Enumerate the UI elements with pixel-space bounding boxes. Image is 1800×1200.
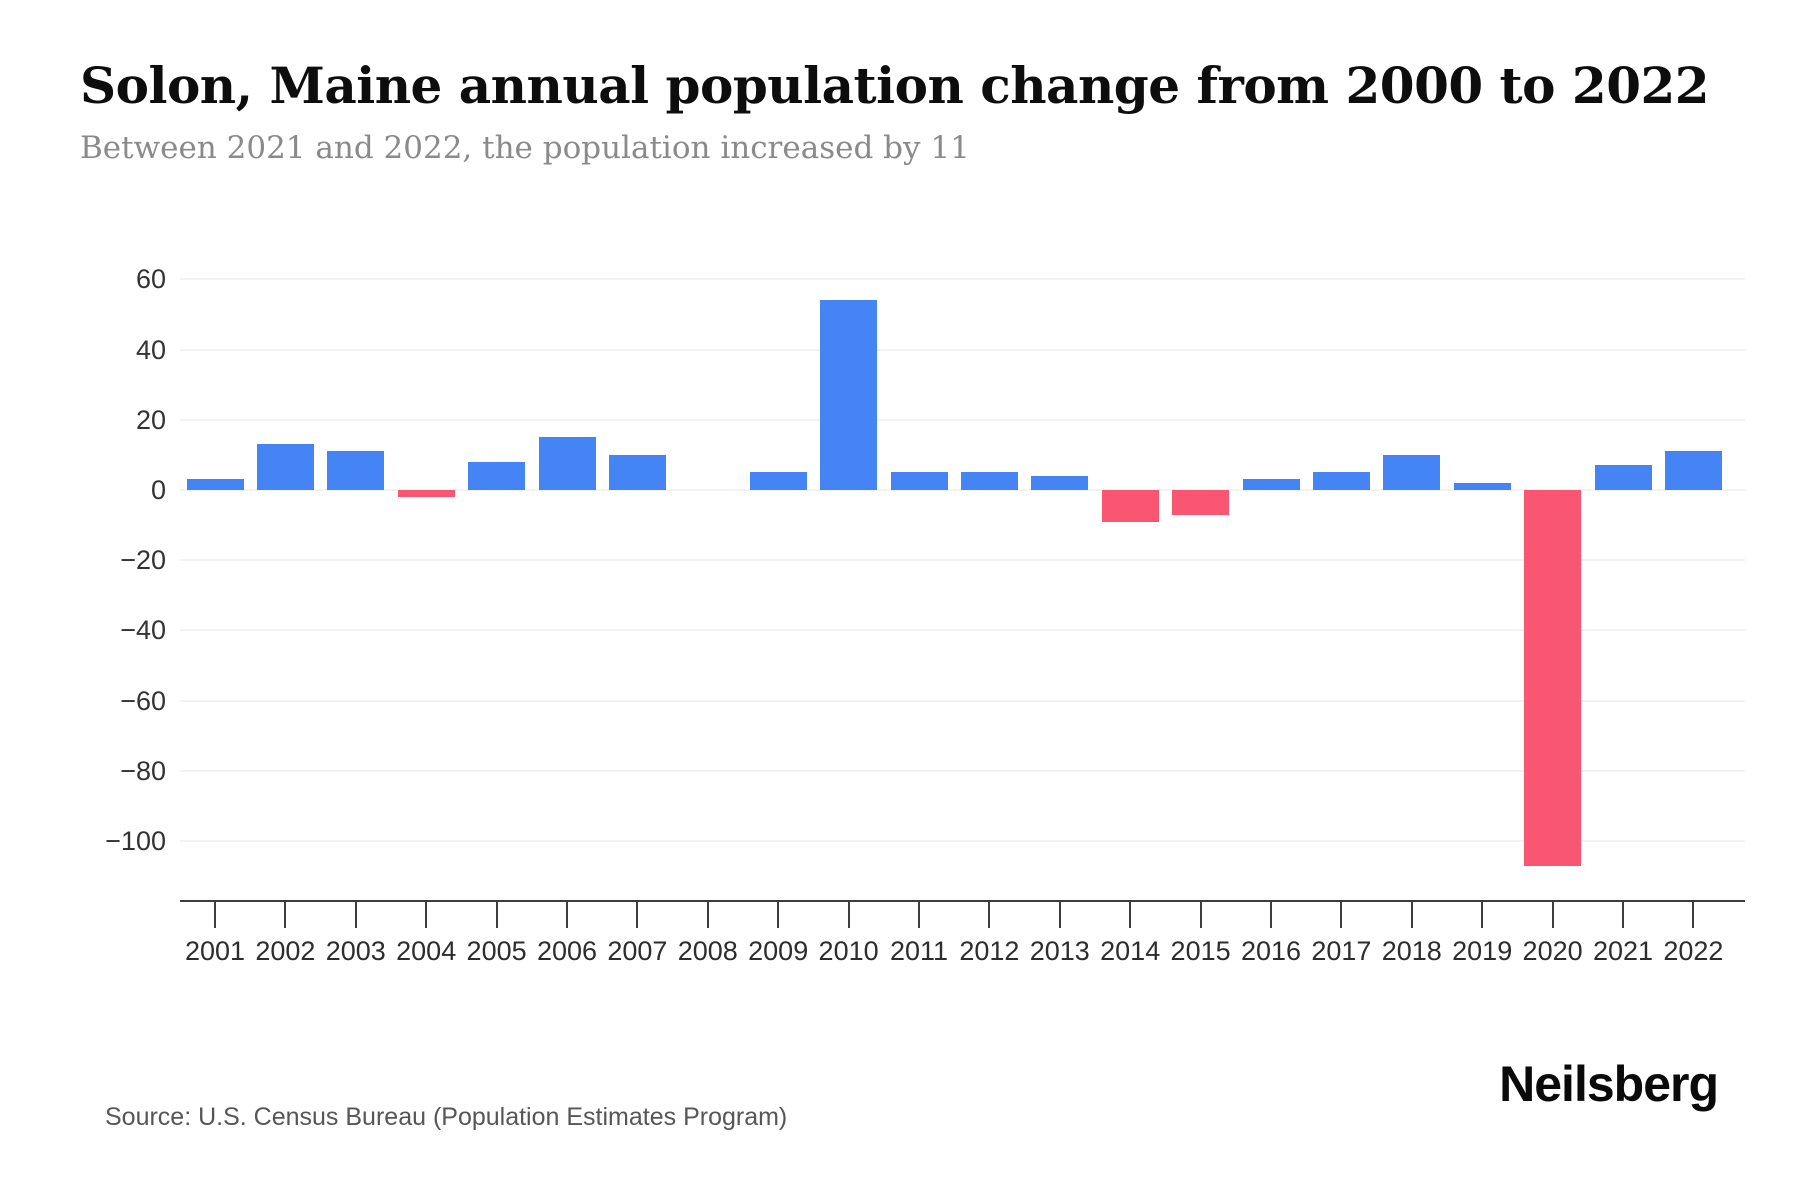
gridline: [180, 840, 1745, 842]
x-tick: [495, 900, 498, 928]
bar-2016[interactable]: [1242, 479, 1300, 490]
bar-2013[interactable]: [1031, 475, 1089, 490]
bar-2022[interactable]: [1664, 451, 1722, 490]
x-tick-label: 2020: [1522, 936, 1583, 966]
x-tick-label: 2007: [607, 936, 668, 966]
x-tick: [566, 900, 568, 928]
x-tick: [1340, 900, 1343, 928]
x-tick: [918, 900, 920, 928]
x-tick-label: 2001: [184, 936, 246, 966]
bar-2015[interactable]: [1172, 490, 1230, 515]
gridline: [180, 489, 1745, 491]
y-tick-label: −100: [105, 826, 166, 856]
x-tick-label: 2005: [466, 936, 527, 966]
x-tick-label: 2012: [959, 936, 1020, 966]
source-note: Source: U.S. Census Bureau (Population E…: [105, 1103, 788, 1131]
bar-2002[interactable]: [256, 444, 314, 490]
bar-2007[interactable]: [608, 454, 666, 490]
bar-2020[interactable]: [1524, 490, 1582, 866]
gridline: [180, 769, 1745, 772]
x-tick-label: 2019: [1452, 936, 1513, 966]
x-tick: [847, 900, 850, 928]
x-tick-label: 2006: [536, 936, 598, 966]
bar-2006[interactable]: [538, 437, 596, 490]
x-tick: [1270, 900, 1272, 928]
x-tick: [1129, 900, 1132, 928]
gridline: [180, 348, 1745, 351]
x-tick: [636, 900, 639, 928]
x-tick: [425, 900, 428, 928]
bar-2005[interactable]: [468, 461, 526, 490]
x-tick-label: 2013: [1029, 936, 1090, 966]
x-tick-label: 2022: [1663, 936, 1724, 966]
x-tick-label: 2017: [1311, 936, 1372, 966]
bar-2011[interactable]: [890, 472, 948, 490]
x-tick-label: 2021: [1592, 936, 1654, 966]
y-tick-label: 20: [135, 404, 166, 435]
x-tick: [1692, 900, 1695, 928]
bar-2003[interactable]: [327, 451, 385, 490]
bar-2004[interactable]: [397, 490, 455, 498]
bar-2014[interactable]: [1101, 490, 1159, 522]
x-tick: [1551, 900, 1554, 928]
gridline: [180, 559, 1745, 562]
x-tick: [1410, 900, 1413, 928]
x-tick: [706, 900, 709, 928]
brand-logo[interactable]: Neilsberg: [1499, 1056, 1719, 1112]
y-tick-label: 0: [150, 475, 166, 505]
x-tick-label: 2011: [889, 936, 949, 966]
x-tick: [1481, 900, 1484, 928]
chart-subtitle: Between 2021 and 2022, the population in…: [80, 130, 970, 166]
x-tick: [988, 900, 991, 928]
y-tick-label: 40: [135, 334, 166, 365]
y-tick-label: −20: [120, 545, 166, 576]
gridline: [180, 418, 1745, 421]
y-axis-labels: 60 40 20 0 −20 −40 −60 −80 −100: [0, 230, 166, 900]
x-tick: [284, 900, 287, 928]
x-tick-label: 2015: [1170, 936, 1231, 966]
x-tick-label: 2008: [677, 936, 738, 966]
x-tick-label: 2014: [1100, 936, 1161, 966]
y-tick-label: −40: [120, 615, 166, 646]
gridline: [180, 699, 1745, 702]
bar-2021[interactable]: [1594, 465, 1652, 490]
x-tick-label: 2004: [396, 936, 457, 966]
plot-area: 2001 2002 2003 2004 2005 2006 2007 2008 2009 2010…: [180, 230, 1745, 966]
y-tick-label: −60: [120, 685, 166, 716]
x-tick: [1199, 900, 1202, 928]
x-tick-label: 2002: [255, 936, 316, 966]
y-tick-label: 60: [135, 264, 166, 295]
bar-2018[interactable]: [1383, 454, 1441, 490]
x-tick: [1622, 900, 1624, 928]
bar-2001[interactable]: [186, 479, 244, 490]
y-tick-label: −80: [120, 755, 166, 786]
x-tick-label: 2003: [325, 936, 386, 966]
x-tick: [214, 900, 216, 928]
x-tick: [777, 900, 780, 928]
bar-2019[interactable]: [1453, 482, 1511, 490]
bar-2010[interactable]: [820, 300, 878, 490]
gridline: [180, 629, 1745, 632]
bar-2012[interactable]: [960, 472, 1018, 490]
x-tick-label: 2010: [818, 936, 879, 966]
bar-2017[interactable]: [1312, 472, 1370, 490]
x-tick: [354, 900, 357, 928]
x-tick-label: 2009: [748, 936, 809, 966]
page-title: Solon, Maine annual population change fr…: [80, 56, 1710, 115]
x-tick-label: 2016: [1240, 936, 1302, 966]
x-tick-label: 2018: [1381, 936, 1442, 966]
x-tick: [1058, 900, 1061, 928]
gridline: [180, 278, 1745, 281]
bar-2009[interactable]: [749, 472, 807, 490]
